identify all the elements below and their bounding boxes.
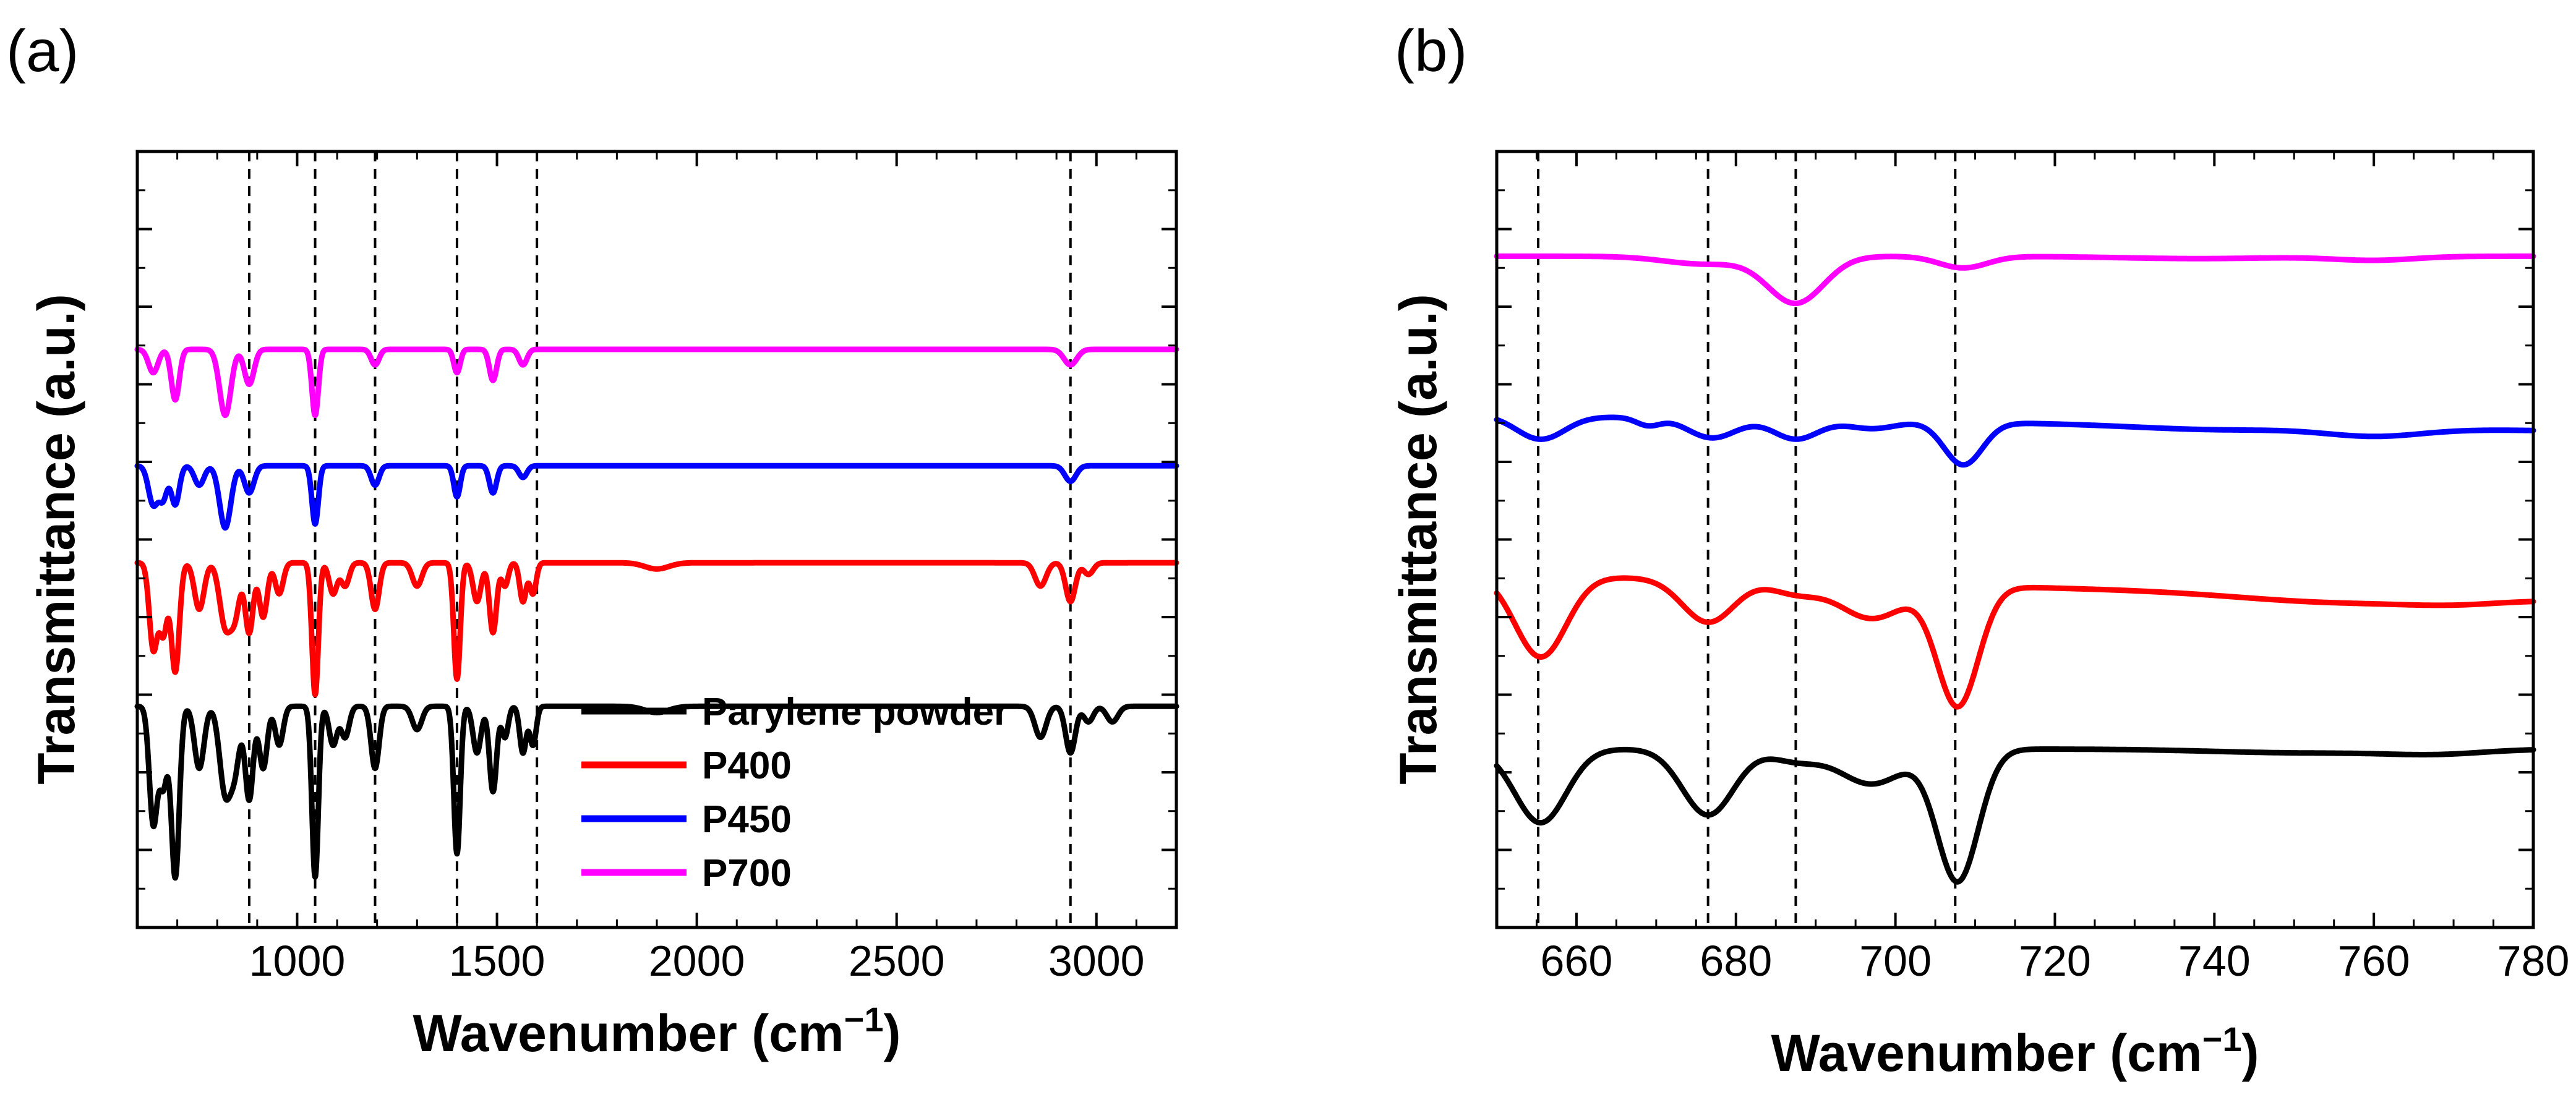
panel-b-frame bbox=[1495, 150, 2535, 929]
panel-a-xtick-label: 2000 bbox=[649, 937, 745, 985]
panel-a-xlabel-sup: −1 bbox=[844, 1000, 884, 1039]
panel-a-xtick-label: 2500 bbox=[849, 937, 945, 985]
panel-a-series-parylene-powder bbox=[134, 703, 1179, 881]
panel-b-series-parylene-powder bbox=[1494, 746, 2536, 885]
legend-label-parylene-powder: Parylene powder bbox=[702, 691, 1009, 733]
panel-b-xtick-label: 740 bbox=[2178, 937, 2251, 985]
legend-label-p400: P400 bbox=[702, 744, 792, 787]
panel-b-series bbox=[1494, 253, 2536, 885]
panel-a-reference-lines bbox=[247, 151, 1072, 927]
panel-b-xtick-label: 700 bbox=[1859, 937, 1932, 985]
panel-b-xlabel: Wavenumber (cm−1) bbox=[1771, 1020, 2259, 1082]
panel-b-series-p700 bbox=[1494, 253, 2536, 307]
panel-a-ylabel: Transmittance (a.u.) bbox=[27, 294, 85, 785]
panel-b-xlabel-close: ) bbox=[2241, 1024, 2259, 1082]
panel-b-series-p450 bbox=[1494, 414, 2536, 468]
panel-a-series-p400 bbox=[134, 560, 1179, 697]
panel-b-xlabel-sup: −1 bbox=[2202, 1020, 2242, 1059]
panel-b-xtick-label: 680 bbox=[1700, 937, 1772, 985]
panel-a-xtick-label: 1500 bbox=[449, 937, 546, 985]
panel-b-xtick-label: 660 bbox=[1541, 937, 1613, 985]
panel-b-series-p400 bbox=[1494, 575, 2536, 710]
panel-a-legend: Parylene powder P400 P450 P700 bbox=[581, 691, 1009, 895]
legend-label-p700: P700 bbox=[702, 852, 792, 895]
panel-a-xlabel-close: ) bbox=[883, 1004, 901, 1062]
panel-b-reference-lines bbox=[1537, 151, 1957, 927]
panel-b-xlabel-main: Wavenumber (cm bbox=[1771, 1024, 2202, 1082]
panel-a-series-p450 bbox=[134, 463, 1179, 531]
panel-b-xtick-label: 720 bbox=[2019, 937, 2091, 985]
legend-label-p450: P450 bbox=[702, 798, 792, 841]
panel-b-ticks: 660 680 700 720 740 760 780 bbox=[1496, 151, 2570, 985]
panel-a-label: (a) bbox=[6, 18, 79, 84]
panel-b-xtick-label: 760 bbox=[2338, 937, 2410, 985]
panel-a: (a) 1000 1500 2000 2500 3000 Transmittance (… bbox=[6, 18, 1179, 1062]
panel-b: (b) 660 680 700 720 740 760 780 Transmittance … bbox=[1389, 18, 2569, 1082]
panel-b-ylabel: Transmittance (a.u.) bbox=[1389, 294, 1447, 785]
panel-a-frame bbox=[135, 150, 1178, 929]
panel-a-xlabel: Wavenumber (cm−1) bbox=[413, 1000, 901, 1062]
panel-a-xtick-label: 3000 bbox=[1048, 937, 1145, 985]
panel-a-xlabel-main: Wavenumber (cm bbox=[413, 1004, 844, 1062]
panel-a-series-p700 bbox=[134, 346, 1179, 419]
panel-b-xtick-label: 780 bbox=[2497, 937, 2570, 985]
panel-a-xtick-label: 1000 bbox=[249, 937, 346, 985]
panel-a-ticks: 1000 1500 2000 2500 3000 bbox=[136, 151, 1178, 985]
panel-b-label: (b) bbox=[1395, 18, 1467, 84]
panel-a-series bbox=[134, 346, 1179, 881]
